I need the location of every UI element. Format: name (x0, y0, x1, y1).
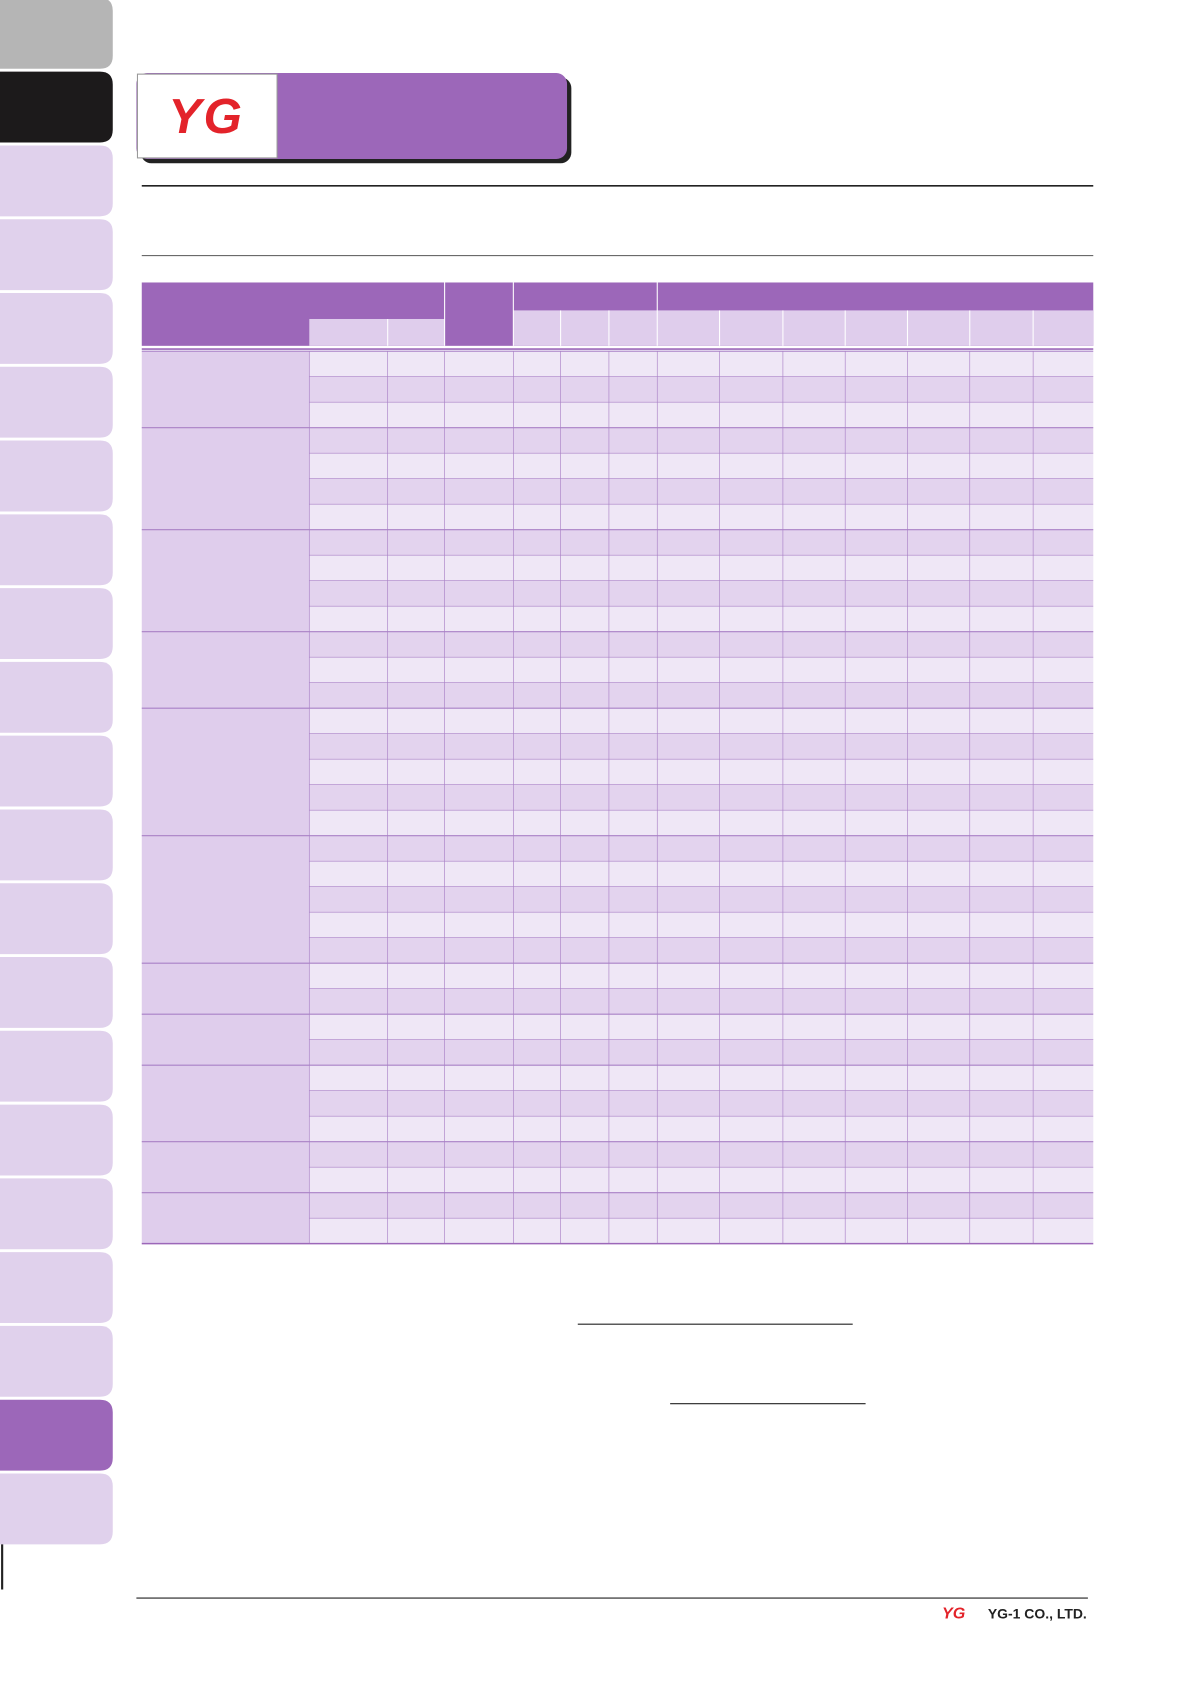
row (309, 861, 1094, 887)
row (309, 1116, 1094, 1142)
row (309, 759, 1094, 785)
row (309, 1141, 1094, 1168)
side-tab (0, 588, 113, 660)
group-cell (141, 529, 310, 632)
group-cell (141, 1141, 310, 1193)
row (309, 427, 1094, 454)
row (309, 580, 1094, 607)
group-cell (141, 351, 310, 428)
row (309, 478, 1094, 505)
header-subcell (309, 318, 445, 346)
side-tab (0, 0, 113, 69)
side-tab (0, 366, 113, 438)
row (309, 886, 1094, 913)
row (309, 504, 1094, 530)
row (309, 631, 1094, 658)
row (309, 453, 1094, 479)
row (309, 402, 1094, 428)
side-tab (0, 1325, 113, 1397)
group-cell (141, 708, 310, 836)
row (309, 835, 1094, 862)
logo-box (136, 73, 278, 159)
side-tab (0, 1399, 113, 1471)
row (309, 606, 1094, 632)
row (309, 810, 1094, 836)
header-subcell (513, 310, 1094, 346)
row (309, 708, 1094, 734)
side-tab (0, 809, 113, 881)
group-cell (141, 1192, 310, 1244)
side-tab (0, 1473, 113, 1545)
row (309, 784, 1094, 811)
group-cell (141, 835, 310, 964)
row (309, 988, 1094, 1015)
logo: YG (168, 89, 244, 144)
row (309, 1192, 1094, 1219)
group-cell (141, 1014, 310, 1066)
side-tab (0, 71, 113, 143)
row (309, 1090, 1094, 1117)
row (309, 912, 1094, 938)
row (309, 376, 1094, 403)
side-tabs (0, 0, 113, 1590)
row (309, 1065, 1094, 1091)
group-cell (141, 963, 310, 1015)
row (309, 733, 1094, 760)
row (309, 351, 1094, 377)
row (309, 1014, 1094, 1040)
row (309, 937, 1094, 964)
row (309, 529, 1094, 556)
side-tab (0, 293, 113, 364)
group-cell (141, 1065, 310, 1142)
footer-logo: YG (942, 1604, 966, 1622)
side-tab (0, 1252, 113, 1324)
row (309, 1218, 1094, 1244)
row (309, 1167, 1094, 1193)
side-tab (0, 1178, 113, 1250)
group-cell (141, 631, 310, 709)
row (309, 682, 1094, 709)
side-tab (0, 1104, 113, 1176)
row (309, 555, 1094, 581)
side-tab (0, 661, 113, 733)
header-banner: YG (136, 73, 572, 164)
side-tab (0, 1030, 113, 1102)
side-tab (0, 440, 113, 512)
side-tab (0, 145, 113, 217)
row (309, 657, 1094, 683)
table (141, 282, 1094, 1245)
row (309, 1039, 1094, 1066)
row (309, 963, 1094, 989)
side-tab (0, 219, 113, 291)
side-tab (0, 957, 113, 1028)
group-cell (141, 427, 310, 530)
side-tab (0, 514, 113, 586)
side-tab (0, 883, 113, 955)
company-name: YG-1 CO., LTD. (988, 1605, 1087, 1621)
side-tab (0, 735, 113, 807)
